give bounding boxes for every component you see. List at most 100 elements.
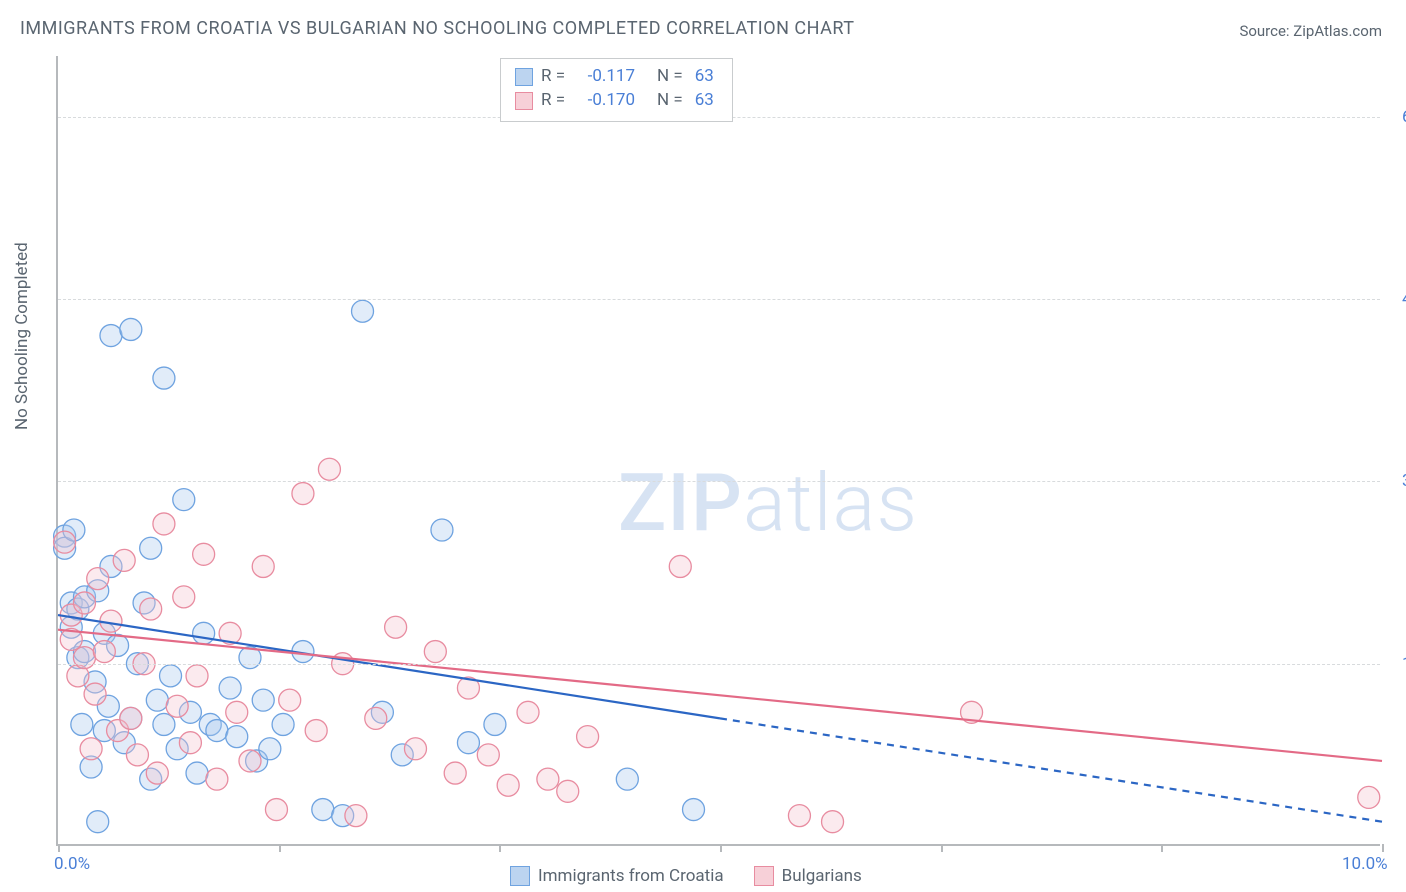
- stats-row: R = -0.170 N = 63: [515, 89, 718, 113]
- data-point: [179, 732, 201, 754]
- x-tick: [720, 844, 722, 852]
- data-point: [557, 780, 579, 802]
- r-value: -0.170: [577, 89, 635, 113]
- data-point: [193, 622, 215, 644]
- correlation-stats-box: R = -0.117 N = 63 R = -0.170 N = 63: [500, 58, 733, 122]
- data-point: [259, 738, 281, 760]
- data-point: [265, 799, 287, 821]
- data-point: [120, 707, 142, 729]
- data-point: [71, 713, 93, 735]
- data-point: [279, 689, 301, 711]
- data-point: [84, 683, 106, 705]
- data-point: [186, 665, 208, 687]
- x-tick-label: 10.0%: [1342, 854, 1388, 874]
- r-label: R =: [541, 65, 565, 89]
- legend-swatch: [754, 866, 774, 886]
- legend-label: Bulgarians: [782, 866, 862, 886]
- series-swatch: [515, 92, 533, 110]
- source-label: Source:: [1239, 22, 1289, 40]
- legend-swatch: [510, 866, 530, 886]
- data-point: [252, 555, 274, 577]
- data-point: [683, 799, 705, 821]
- data-point: [87, 811, 109, 833]
- data-point: [219, 677, 241, 699]
- data-point: [424, 641, 446, 663]
- chart-title: IMMIGRANTS FROM CROATIA VS BULGARIAN NO …: [20, 18, 854, 39]
- legend-item: Bulgarians: [754, 866, 862, 886]
- x-tick-label: 0.0%: [54, 854, 90, 874]
- data-point: [305, 720, 327, 742]
- data-point: [385, 616, 407, 638]
- data-point: [788, 805, 810, 827]
- data-point: [73, 647, 95, 669]
- data-point: [80, 738, 102, 760]
- x-tick: [1382, 844, 1384, 852]
- y-tick-label: 3.0%: [1402, 471, 1406, 491]
- y-tick-label: 1.5%: [1402, 654, 1406, 674]
- data-point: [100, 325, 122, 347]
- data-point: [345, 805, 367, 827]
- n-value: 63: [695, 65, 714, 89]
- data-point: [272, 713, 294, 735]
- trend-line-extrapolated: [720, 718, 1382, 821]
- stats-row: R = -0.117 N = 63: [515, 65, 718, 89]
- data-point: [497, 774, 519, 796]
- data-point: [206, 768, 228, 790]
- data-point: [444, 762, 466, 784]
- data-point: [252, 689, 274, 711]
- data-point: [146, 762, 168, 784]
- data-point: [669, 555, 691, 577]
- scatter-svg: [58, 56, 1380, 844]
- chart-plot-area: ZIPatlas 1.5%3.0%4.5%6.0%0.0%10.0%: [56, 56, 1380, 846]
- data-point: [120, 318, 142, 340]
- data-point: [173, 489, 195, 511]
- x-tick: [499, 844, 501, 852]
- data-point: [404, 738, 426, 760]
- data-point: [140, 537, 162, 559]
- series-swatch: [515, 68, 533, 86]
- data-point: [822, 811, 844, 833]
- y-tick-label: 6.0%: [1402, 107, 1406, 127]
- data-point: [186, 762, 208, 784]
- data-point: [146, 689, 168, 711]
- gridline: [58, 299, 1380, 300]
- data-point: [153, 367, 175, 389]
- data-point: [318, 458, 340, 480]
- data-point: [352, 300, 374, 322]
- data-point: [173, 586, 195, 608]
- data-point: [87, 568, 109, 590]
- data-point: [73, 592, 95, 614]
- source-attribution: Source: ZipAtlas.com: [1239, 22, 1382, 40]
- x-tick: [1161, 844, 1163, 852]
- legend-item: Immigrants from Croatia: [510, 866, 724, 886]
- data-point: [457, 732, 479, 754]
- data-point: [616, 768, 638, 790]
- data-point: [365, 707, 387, 729]
- source-link[interactable]: ZipAtlas.com: [1293, 22, 1382, 40]
- data-point: [477, 744, 499, 766]
- data-point: [160, 665, 182, 687]
- data-point: [577, 726, 599, 748]
- data-point: [206, 720, 228, 742]
- data-point: [1358, 786, 1380, 808]
- data-point: [431, 519, 453, 541]
- x-tick: [58, 844, 60, 852]
- data-point: [239, 750, 261, 772]
- r-value: -0.117: [577, 65, 635, 89]
- y-tick-label: 4.5%: [1402, 289, 1406, 309]
- legend-label: Immigrants from Croatia: [538, 866, 724, 886]
- data-point: [153, 513, 175, 535]
- data-point: [93, 641, 115, 663]
- r-label: R =: [541, 89, 565, 113]
- data-point: [517, 701, 539, 723]
- x-tick: [941, 844, 943, 852]
- data-point: [54, 531, 76, 553]
- data-point: [193, 543, 215, 565]
- n-label: N =: [657, 65, 683, 89]
- data-point: [226, 701, 248, 723]
- data-point: [226, 726, 248, 748]
- data-point: [140, 598, 162, 620]
- n-value: 63: [695, 89, 714, 113]
- data-point: [166, 695, 188, 717]
- n-label: N =: [657, 89, 683, 113]
